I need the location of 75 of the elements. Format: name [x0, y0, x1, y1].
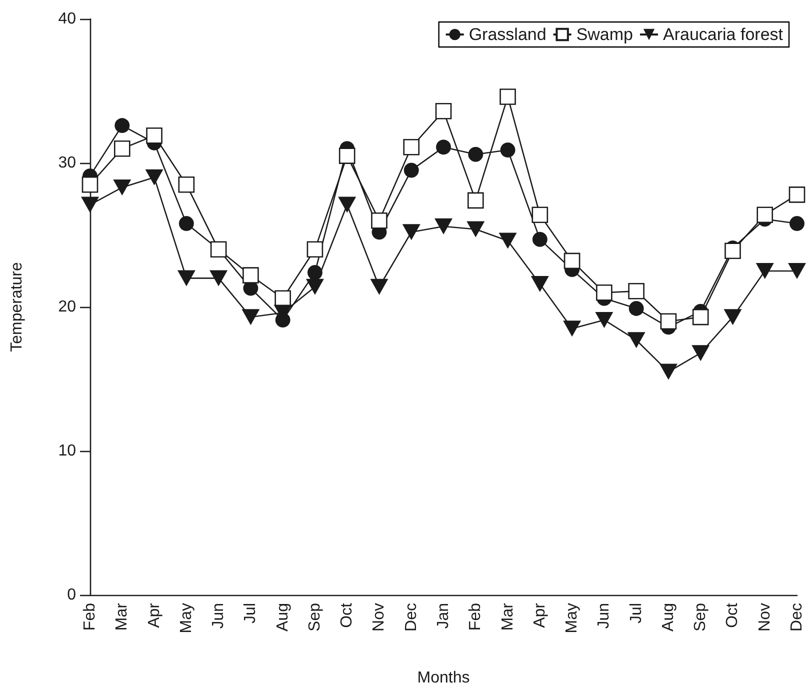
- point: [724, 309, 742, 326]
- point: [756, 263, 774, 279]
- y-tick-label: 40: [58, 10, 76, 28]
- point: [530, 276, 549, 292]
- x-tick-label: May: [178, 603, 195, 634]
- y-axis-title: Temperature: [8, 262, 26, 352]
- point: [628, 300, 644, 316]
- point: [146, 127, 162, 144]
- x-tick-label: Apr: [146, 602, 163, 628]
- point: [242, 309, 260, 326]
- x-tick-label: Sep: [692, 602, 710, 632]
- point: [724, 242, 741, 259]
- point: [466, 221, 485, 238]
- x-tick-label: Aug: [660, 603, 677, 632]
- point: [306, 278, 324, 295]
- point: [210, 270, 228, 286]
- point: [404, 162, 419, 178]
- point: [436, 140, 451, 155]
- x-tick-label: Feb: [467, 602, 484, 631]
- x-tick-label: Nov: [370, 603, 388, 632]
- point: [790, 216, 804, 231]
- point: [307, 264, 322, 280]
- x-tick-label: Feb: [82, 602, 98, 631]
- point: [434, 218, 452, 234]
- legend-label: Araucaria forest: [663, 25, 784, 44]
- point: [82, 176, 98, 193]
- x-tick-label: Jan: [435, 603, 452, 629]
- x-tick-label: Jul: [628, 603, 645, 624]
- point: [468, 146, 484, 162]
- point: [178, 216, 194, 231]
- x-tick-label: Jun: [596, 603, 613, 629]
- x-tick-label: Nov: [756, 603, 774, 632]
- point: [692, 345, 710, 362]
- x-axis-title: Months: [417, 670, 470, 686]
- x-tick-label: May: [564, 603, 581, 634]
- x-tick-label: Oct: [338, 602, 356, 628]
- x-tick-label: Sep: [306, 602, 324, 632]
- x-tick-label: Jul: [242, 603, 260, 624]
- point: [81, 196, 99, 213]
- point: [627, 332, 646, 348]
- point: [498, 232, 517, 249]
- point: [659, 364, 678, 380]
- point: [338, 196, 356, 213]
- point: [371, 212, 388, 229]
- point: [145, 169, 164, 186]
- x-tick-label: Mar: [499, 602, 516, 631]
- point: [660, 313, 677, 330]
- point: [596, 284, 612, 301]
- x-tick-label: Dec: [788, 603, 806, 632]
- point: [564, 252, 580, 270]
- legend-label: Grassland: [468, 25, 546, 44]
- point: [595, 312, 614, 328]
- point: [113, 179, 132, 196]
- point: [114, 118, 130, 134]
- legend-label: Swamp: [576, 25, 634, 44]
- point: [756, 206, 774, 223]
- point: [338, 148, 356, 164]
- y-tick-label: 20: [58, 298, 76, 316]
- point: [177, 270, 196, 286]
- point: [788, 263, 806, 279]
- y-tick-label: 0: [67, 586, 76, 604]
- point: [692, 308, 709, 326]
- y-tick-label: 30: [58, 154, 76, 172]
- point: [500, 142, 516, 158]
- x-tick-label: Jun: [210, 603, 228, 629]
- point: [563, 320, 582, 337]
- point: [532, 232, 548, 247]
- point: [402, 224, 420, 240]
- x-tick-label: Apr: [531, 602, 548, 628]
- x-tick-label: Mar: [114, 602, 131, 631]
- point: [370, 278, 388, 295]
- x-tick-label: Oct: [724, 602, 742, 628]
- x-tick-label: Aug: [274, 603, 292, 632]
- y-tick-label: 10: [58, 442, 76, 460]
- x-tick-label: Dec: [402, 603, 420, 632]
